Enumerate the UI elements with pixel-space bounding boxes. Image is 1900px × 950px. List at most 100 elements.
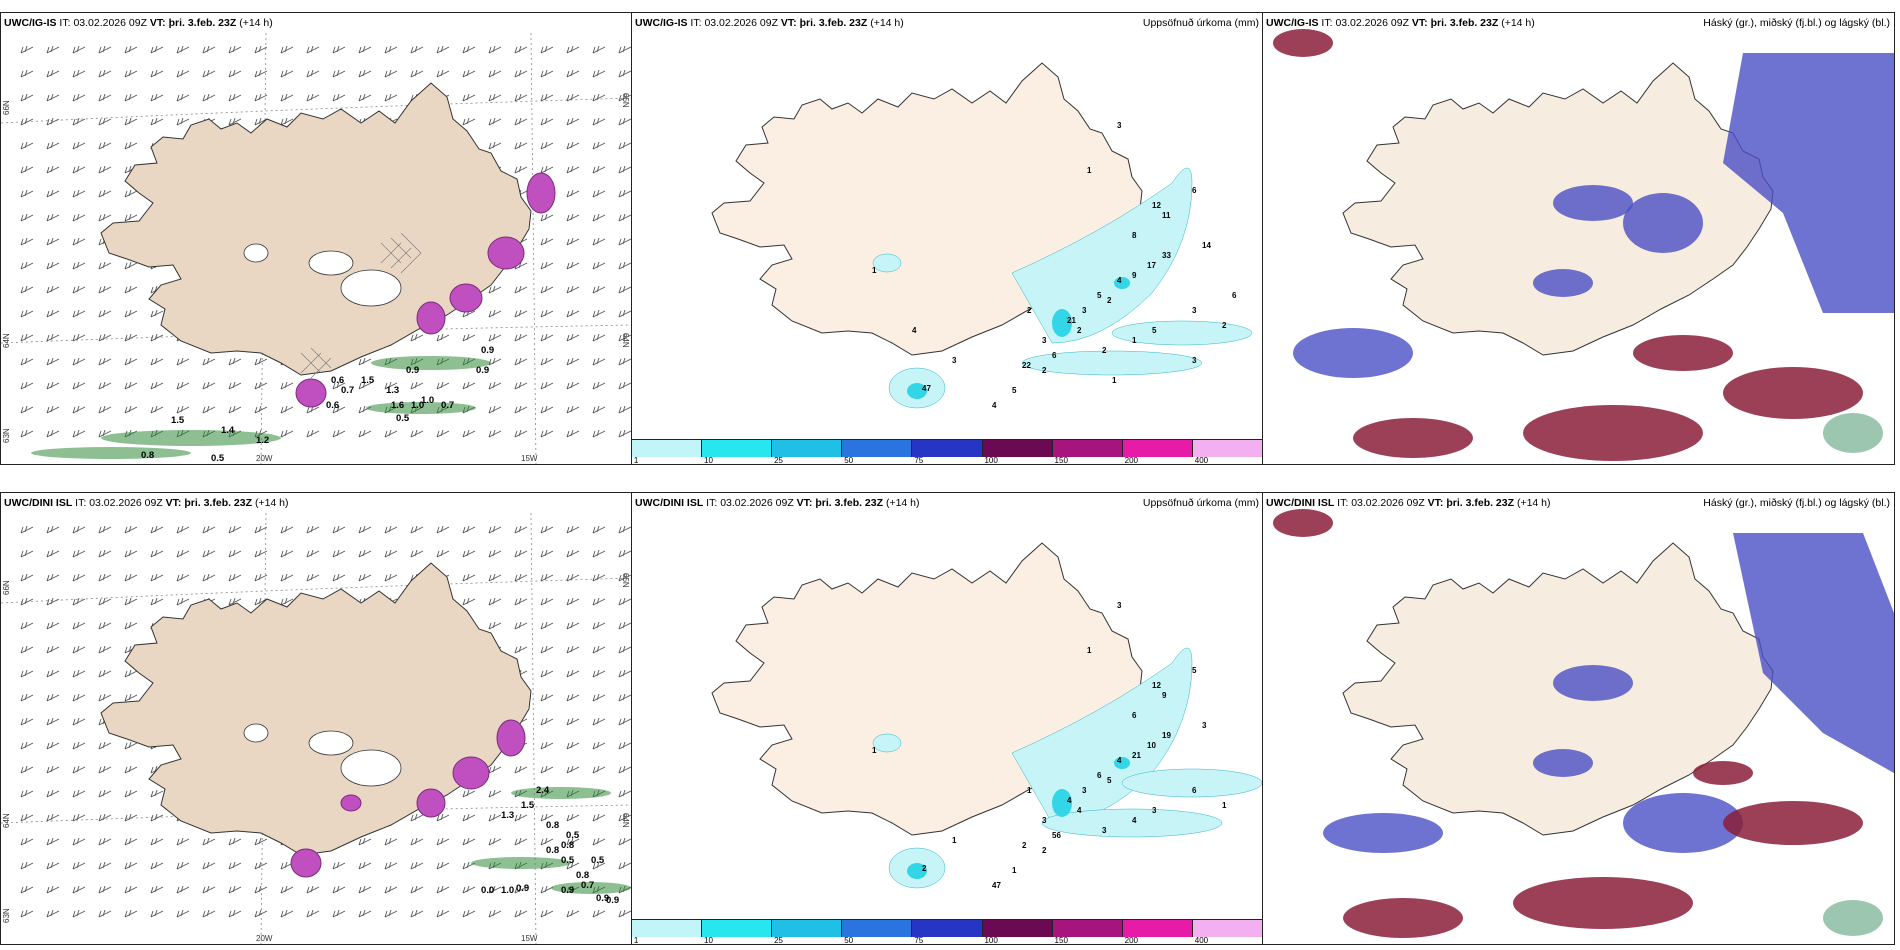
wind-barb [566, 717, 580, 726]
panel-precip-top: UWC/IG-IS IT: 03.02.2026 09Z VT: þri. 3.… [631, 12, 1264, 465]
wind-barb [254, 93, 268, 102]
wind-barb [228, 861, 242, 870]
wind-barb [514, 549, 528, 558]
wind-barb [618, 597, 632, 606]
wind-barb [436, 885, 450, 894]
wind-barb [566, 261, 580, 270]
wind-barb [124, 525, 138, 534]
wind-barb [514, 309, 528, 318]
wind-barb [540, 117, 554, 126]
wind-barb [46, 93, 60, 102]
wind-barb [254, 909, 268, 918]
legend-swatch [1052, 920, 1123, 937]
wind-barb [46, 621, 60, 630]
green-bands [471, 787, 631, 894]
wind-barb [540, 69, 554, 78]
wind-map[interactable]: 2.41.51.30.80.50.80.80.5 0.50.0 1.0 0.9 0.90… [1, 493, 632, 944]
wind-barb [566, 909, 580, 918]
wind-barb [20, 573, 34, 582]
wind-barb [150, 69, 164, 78]
wind-barb [566, 285, 580, 294]
legend-swatch [1192, 920, 1263, 937]
axis-label: 63N [2, 908, 11, 923]
wind-barb [254, 549, 268, 558]
wind-barb [514, 45, 528, 54]
precip-value: 3 [1192, 306, 1197, 315]
wind-barb [176, 837, 190, 846]
wind-map[interactable]: 0.60.70.61.51.30.9 0.91.6 1.0 0.71.00.50.91… [1, 13, 632, 464]
wind-barb [462, 69, 476, 78]
wind-gust-value: 0.6 [331, 375, 344, 386]
model-name: UWC/IG-IS [1266, 17, 1319, 29]
legend-tick: 200 [1124, 456, 1139, 465]
wind-barb [592, 405, 606, 414]
wind-barb [592, 213, 606, 222]
wind-barb [306, 45, 320, 54]
glacier-2 [243, 243, 269, 263]
wind-barb [98, 141, 112, 150]
wind-barb [592, 45, 606, 54]
wind-barb [72, 357, 86, 366]
wind-barb [488, 621, 502, 630]
wind-barb [618, 813, 632, 822]
wind-barb [254, 69, 268, 78]
wind-barb [592, 693, 606, 702]
wind-barb [20, 93, 34, 102]
wind-barb [358, 525, 372, 534]
wind-barb [540, 549, 554, 558]
wind-barb [306, 909, 320, 918]
wind-barb [98, 909, 112, 918]
wind-barb [306, 69, 320, 78]
wind-barb [332, 885, 346, 894]
it-value: 03.02.2026 09Z [73, 17, 147, 29]
precip-value: 4 [912, 326, 917, 335]
wind-barb [20, 621, 34, 630]
wind-barb [46, 405, 60, 414]
wind-barb [150, 861, 164, 870]
cloud-map[interactable] [1263, 493, 1894, 944]
wind-barb [20, 405, 34, 414]
wind-barb [228, 525, 242, 534]
precip-value: 4 [1067, 796, 1072, 805]
wind-barb [228, 405, 242, 414]
wind-barb [566, 813, 580, 822]
wind-barb [98, 189, 112, 198]
mid-cloud-green [1823, 413, 1883, 453]
wind-barb [72, 789, 86, 798]
wind-gust-value: 0.7 [581, 880, 594, 891]
wind-barb [514, 165, 528, 174]
legend-swatch [772, 440, 843, 457]
wind-barb [306, 429, 320, 438]
precip-value: 2 [1222, 321, 1227, 330]
wind-barb [332, 405, 346, 414]
high-cloud-blue [1293, 53, 1894, 378]
axis-label: 65N [621, 573, 630, 588]
wind-gust-value: 0.9 [476, 365, 489, 376]
vt-label: VT: [780, 17, 797, 29]
wind-barb [566, 597, 580, 606]
wind-barb [618, 141, 632, 150]
precip-value: 1 [952, 836, 957, 845]
wind-barb [410, 45, 424, 54]
wind-barb [566, 549, 580, 558]
wind-barb [46, 189, 60, 198]
wind-barb [202, 357, 216, 366]
axis-label: 64N [621, 813, 630, 828]
precip-value: 2 [1042, 846, 1047, 855]
wind-barb [566, 237, 580, 246]
wind-barb [150, 333, 164, 342]
precip-map[interactable]: 3161211814331794523212322264745231213523… [632, 13, 1263, 439]
wind-barb [592, 741, 606, 750]
cloud-map[interactable] [1263, 13, 1894, 464]
wind-barb [384, 549, 398, 558]
wind-barb [514, 117, 528, 126]
iceland-land [100, 562, 532, 856]
wind-barb [98, 765, 112, 774]
wind-barb [514, 141, 528, 150]
wind-barb [176, 861, 190, 870]
wind-barb [46, 885, 60, 894]
wind-barb [124, 309, 138, 318]
wind-gust-value: 1.3 [501, 810, 514, 821]
wind-barb [254, 861, 268, 870]
